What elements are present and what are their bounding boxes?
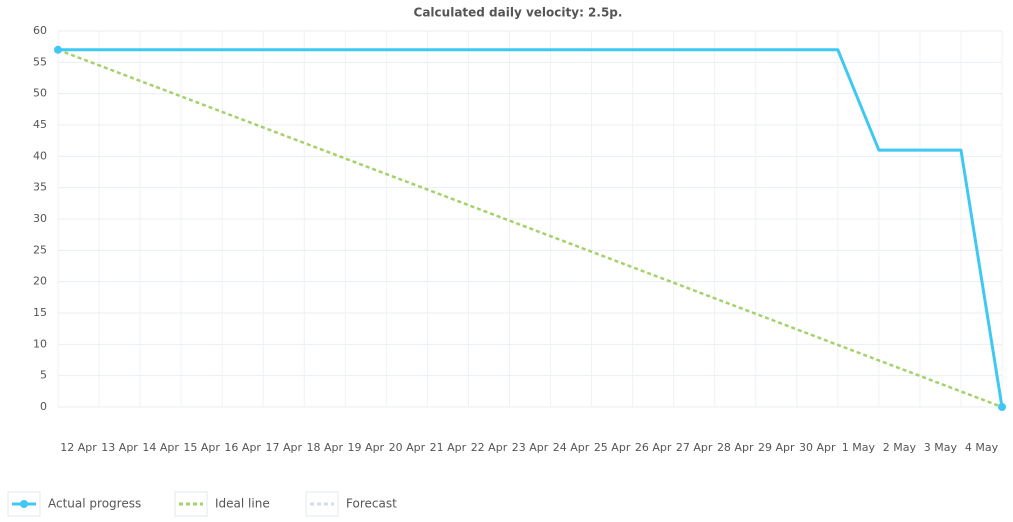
- y-tick-label: 15: [33, 306, 47, 319]
- x-tick-label: 2 May: [883, 441, 917, 454]
- x-tick-label: 13 Apr: [101, 441, 138, 454]
- point-marker: [998, 403, 1006, 411]
- x-tick-label: 4 May: [965, 441, 999, 454]
- y-tick-label: 25: [33, 243, 47, 256]
- point-marker: [54, 45, 62, 54]
- legend: Actual progress Ideal line Forecast: [7, 491, 397, 517]
- y-tick-label: 40: [33, 149, 47, 162]
- legend-marker: [20, 500, 28, 508]
- x-tick-label: 23 Apr: [512, 441, 549, 454]
- legend-label: Actual progress: [48, 497, 141, 511]
- x-tick-label: 3 May: [924, 441, 958, 454]
- series-line: [58, 48, 1004, 408]
- x-tick-label: 28 Apr: [717, 441, 754, 454]
- x-tick-label: 16 Apr: [224, 441, 261, 454]
- y-tick-label: 0: [40, 400, 47, 413]
- x-tick-label: 27 Apr: [676, 441, 713, 454]
- y-tick-label: 55: [33, 55, 47, 68]
- y-tick-label: 45: [33, 118, 47, 131]
- x-tick-label: 1 May: [842, 441, 876, 454]
- y-tick-label: 60: [33, 24, 47, 37]
- x-tick-label: 22 Apr: [471, 441, 508, 454]
- x-tick-label: 14 Apr: [142, 441, 179, 454]
- y-tick-label: 10: [33, 337, 47, 350]
- y-tick-label: 50: [33, 87, 47, 100]
- x-tick-label: 24 Apr: [553, 441, 590, 454]
- x-tick-label: 19 Apr: [348, 441, 385, 454]
- x-tick-label: 30 Apr: [799, 441, 836, 454]
- x-tick-label: 12 Apr: [60, 441, 97, 454]
- y-tick-label: 20: [33, 275, 47, 288]
- legend-label: Forecast: [346, 497, 397, 511]
- x-tick-label: 15 Apr: [183, 441, 220, 454]
- y-tick-label: 30: [33, 212, 47, 225]
- x-tick-label: 18 Apr: [307, 441, 344, 454]
- grid: 0 5 10 15 20 25 30 35 40 45 50 55 60 12 Apr 13 Apr 14 A…: [33, 24, 1003, 454]
- x-tick-label: 26 Apr: [635, 441, 672, 454]
- legend-label: Ideal line: [215, 497, 270, 511]
- x-tick-label: 21 Apr: [430, 441, 467, 454]
- plot: [54, 45, 1006, 411]
- series-line: [57, 48, 1003, 409]
- chart-title: Calculated daily velocity: 2.5p.: [414, 6, 623, 20]
- x-tick-label: 20 Apr: [389, 441, 426, 454]
- x-tick-label: 29 Apr: [758, 441, 795, 454]
- x-tick-label: 17 Apr: [265, 441, 302, 454]
- y-tick-label: 5: [40, 369, 47, 382]
- y-tick-label: 35: [33, 181, 47, 194]
- x-tick-label: 25 Apr: [594, 441, 631, 454]
